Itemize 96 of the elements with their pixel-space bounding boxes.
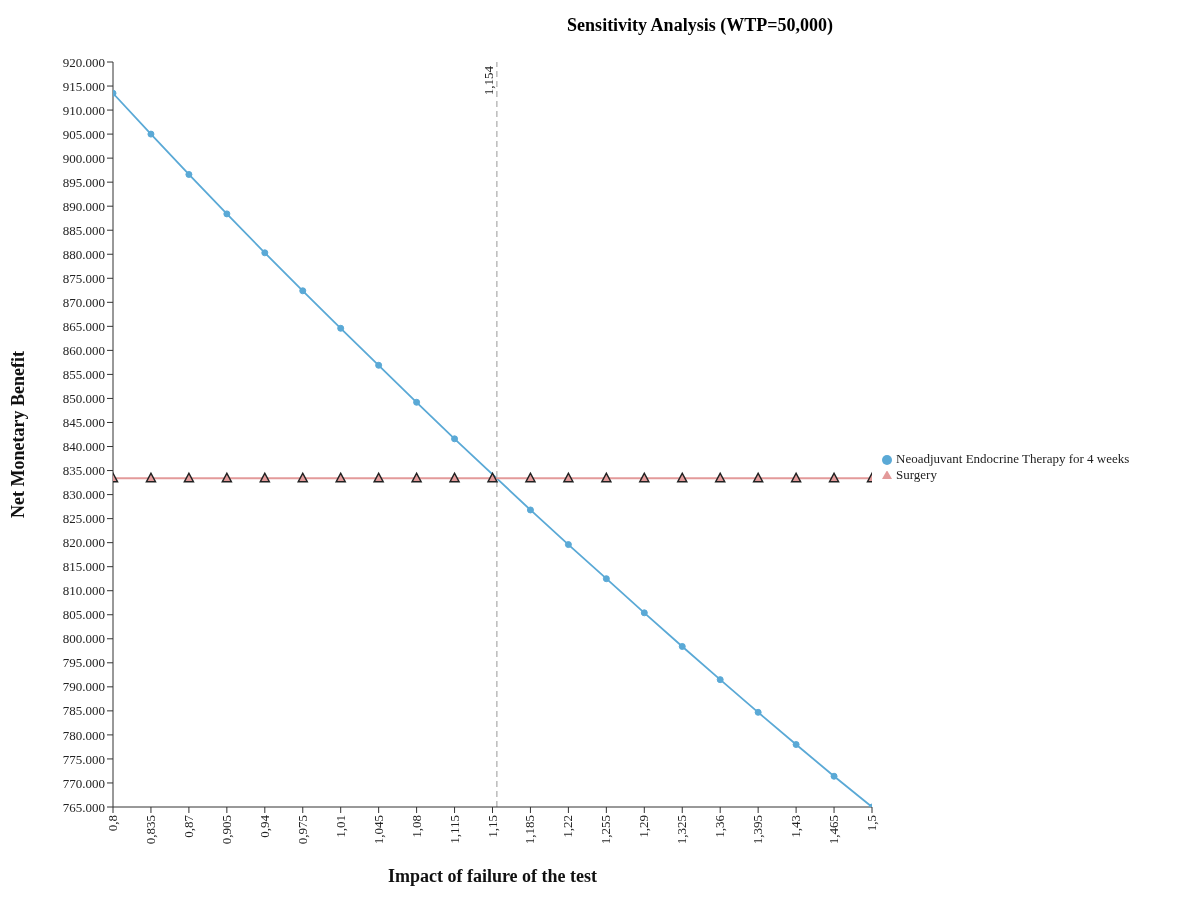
point [526, 506, 534, 514]
point [449, 472, 460, 483]
y-tick-label: 835.000 [62, 463, 105, 479]
point [792, 741, 800, 749]
point [221, 472, 233, 483]
x-tick-label: 0,8 [105, 815, 120, 832]
point [790, 472, 802, 483]
point [297, 472, 308, 483]
point [601, 472, 612, 483]
chart-title: Sensitivity Analysis (WTP=50,000) [566, 14, 834, 37]
y-tick-label: 860.000 [62, 343, 105, 358]
point [261, 249, 269, 257]
y-tick-label: 875.000 [62, 270, 105, 286]
x-tick-label: 1,36 [712, 814, 728, 838]
point [828, 472, 840, 483]
y-tick-label: 840.000 [62, 439, 105, 455]
x-axis-title: Impact of failure of the test [387, 866, 598, 886]
y-tick-label: 805.000 [62, 607, 105, 623]
y-tick-label: 790.000 [62, 679, 105, 695]
x-tick-label: 1,045 [370, 815, 386, 845]
x-tick-label: 1,29 [636, 815, 652, 838]
x-tick-label: 1,465 [826, 815, 842, 845]
point [373, 472, 384, 483]
y-tick-label: 855.000 [62, 367, 105, 383]
y-tick-label: 765.000 [62, 799, 105, 815]
point [147, 130, 155, 138]
y-tick-label: 885.000 [62, 222, 105, 238]
point [677, 472, 688, 483]
x-tick-label: 0,975 [294, 815, 310, 845]
point [183, 472, 195, 483]
point [259, 472, 271, 483]
y-tick-label: 910.000 [62, 102, 105, 118]
x-tick-label: 1,15 [484, 815, 500, 838]
point [145, 472, 157, 483]
x-tick-label: 1,325 [674, 815, 690, 845]
y-tick-label: 810.000 [62, 583, 105, 599]
point [335, 472, 346, 483]
y-tick-label: 820.000 [62, 535, 105, 551]
x-tick-label: 1,185 [522, 815, 538, 845]
point [451, 435, 459, 443]
y-tick-label: 890.000 [62, 198, 105, 214]
point [299, 287, 307, 295]
x-tick-label: 1,115 [446, 815, 462, 844]
x-tick-label: 1,01 [332, 815, 348, 838]
point [602, 575, 610, 583]
y-tick-label: 905.000 [62, 126, 105, 142]
point [714, 472, 726, 483]
y-tick-label: 770.000 [62, 775, 105, 791]
point [640, 609, 648, 617]
x-tick-label: 1,08 [408, 815, 424, 838]
y-tick-label: 900.000 [62, 150, 105, 166]
y-tick-label: 870.000 [62, 294, 105, 310]
point [487, 472, 498, 483]
y-tick-label: 845.000 [62, 415, 105, 431]
x-tick-label: 1,5 [864, 815, 879, 832]
y-tick-label: 825.000 [62, 511, 105, 527]
y-tick-label: 865.000 [62, 318, 105, 334]
point [375, 361, 383, 369]
point [564, 541, 572, 549]
point [678, 642, 686, 650]
y-tick-label: 850.000 [62, 391, 105, 407]
x-tick-label: 1,395 [750, 815, 766, 845]
point [752, 472, 764, 483]
point [639, 472, 650, 483]
ref-line-label: 1,154 [480, 65, 496, 96]
y-tick-label: 880.000 [62, 246, 105, 262]
x-tick-label: 1,22 [560, 815, 576, 838]
y-tick-label: 895.000 [62, 174, 105, 190]
y-tick-label: 815.000 [62, 559, 105, 575]
point [525, 472, 536, 483]
y-tick-label: 795.000 [62, 655, 105, 671]
x-tick-label: 0,835 [142, 815, 158, 845]
y-tick-label: 920.000 [62, 54, 105, 70]
y-tick-label: 785.000 [62, 703, 105, 719]
point [716, 676, 724, 684]
y-axis-title: Net Monetary Benefit [8, 351, 29, 518]
point [754, 708, 762, 716]
point [411, 472, 422, 483]
x-tick-label: 1,255 [598, 815, 614, 845]
legend-label: Neoadjuvant Endocrine Therapy for 4 weeks [896, 451, 1130, 466]
point [830, 772, 838, 780]
point [563, 472, 574, 483]
legend-label: Surgery [896, 467, 937, 482]
x-tick-label: 0,94 [256, 814, 272, 838]
y-tick-label: 830.000 [62, 487, 105, 503]
x-tick-label: 0,905 [218, 815, 234, 845]
y-tick-label: 800.000 [62, 631, 105, 647]
point [413, 398, 421, 406]
point [223, 210, 231, 218]
y-tick-label: 780.000 [62, 727, 105, 743]
point [185, 170, 193, 178]
y-tick-label: 775.000 [62, 751, 105, 767]
x-tick-label: 0,87 [180, 814, 196, 838]
y-tick-label: 915.000 [62, 78, 105, 94]
point [337, 324, 345, 332]
x-tick-label: 1,43 [788, 815, 804, 838]
